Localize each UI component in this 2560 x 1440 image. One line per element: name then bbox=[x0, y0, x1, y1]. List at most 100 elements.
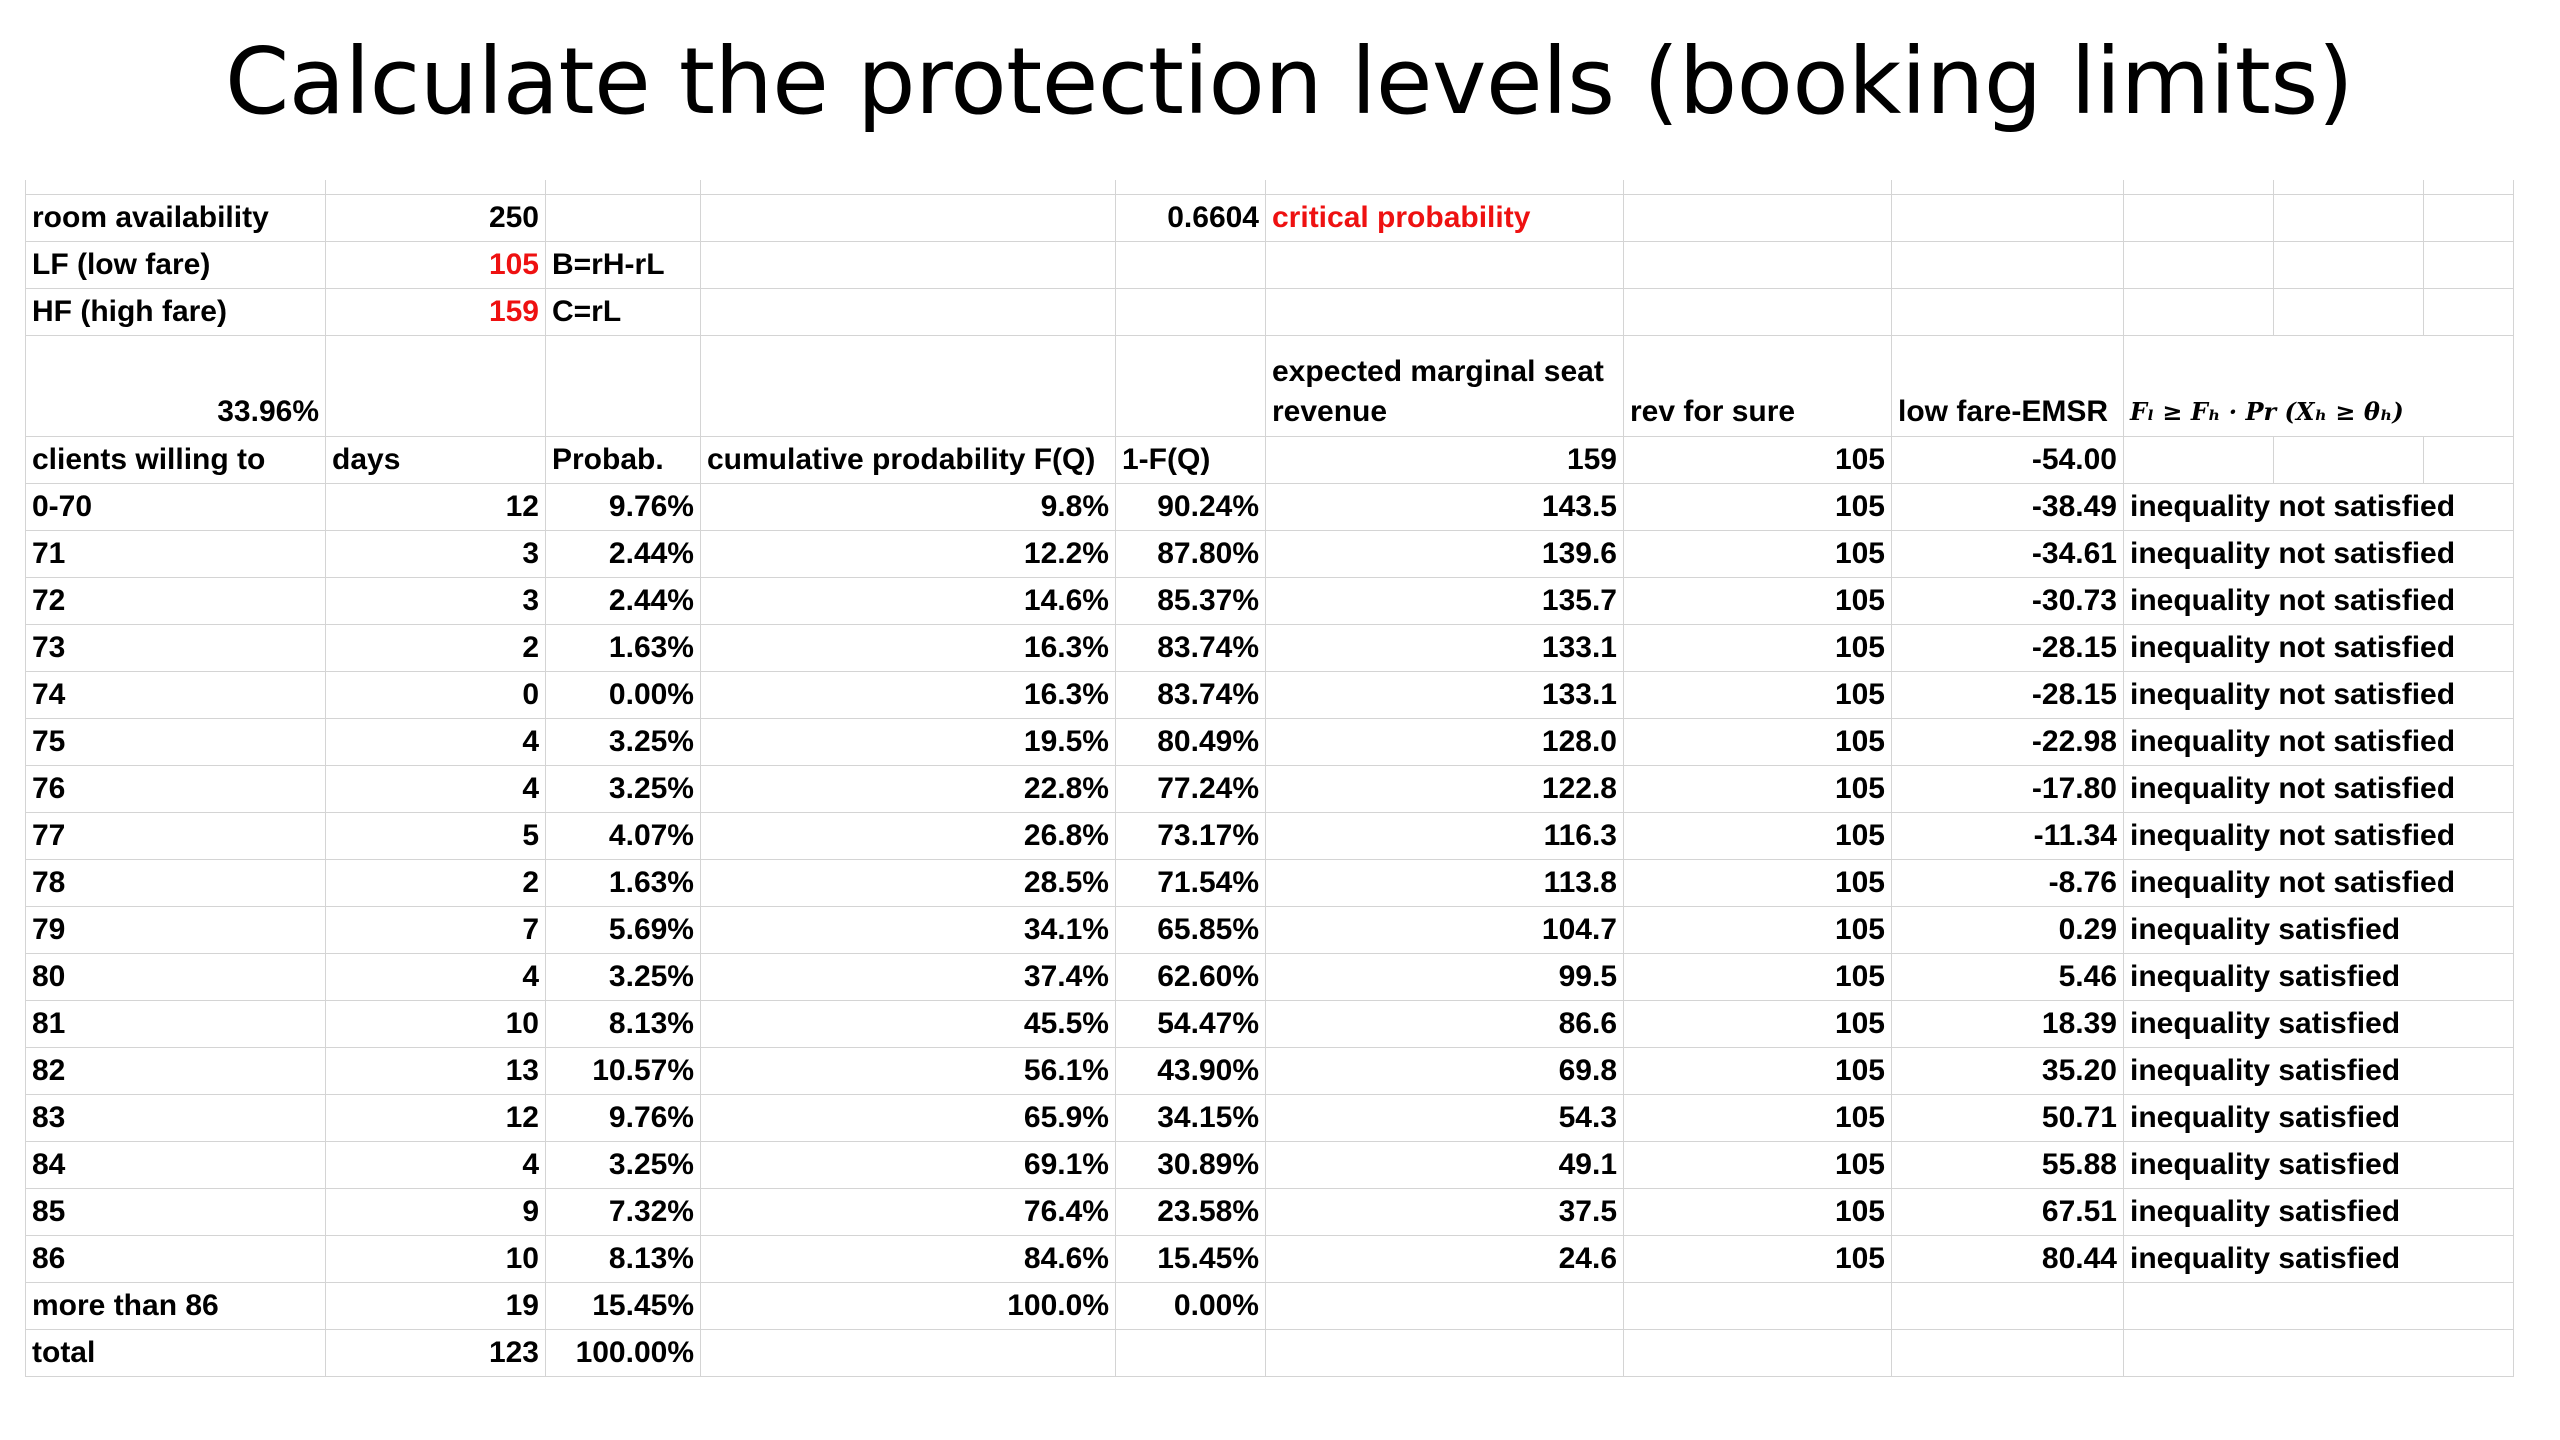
inequality-cell: inequality satisfied bbox=[2123, 906, 2514, 954]
rev-cell: 105 bbox=[1623, 953, 1892, 1001]
probab-cell: 5.69% bbox=[545, 906, 701, 954]
days-cell: 3 bbox=[325, 530, 546, 578]
diff-cell: 35.20 bbox=[1891, 1047, 2124, 1095]
clients-cell: 74 bbox=[25, 671, 326, 719]
one-minus-f-cell: 87.80% bbox=[1115, 530, 1266, 578]
total-row: total 123 100.00% bbox=[25, 1329, 2514, 1377]
table-row: 80 4 3.25% 37.4% 62.60% 99.5 105 5.46 inequality… bbox=[25, 953, 2514, 1001]
cumulative-cell: 56.1% bbox=[700, 1047, 1116, 1095]
probab-cell: 7.32% bbox=[545, 1188, 701, 1236]
slide-title: Calculate the protection levels (booking… bbox=[225, 28, 2354, 135]
header-one-minus-f: 1-F(Q) bbox=[1115, 436, 1266, 484]
rev-cell: 105 bbox=[1623, 483, 1892, 531]
room-availability-label: room availability bbox=[25, 194, 326, 242]
inequality-formula: Fₗ ≥ Fₕ · Pr (Xₕ ≥ θₕ) bbox=[2123, 335, 2514, 437]
diff-cell: -28.15 bbox=[1891, 624, 2124, 672]
probab-cell: 9.76% bbox=[545, 483, 701, 531]
inequality-cell: inequality satisfied bbox=[2123, 953, 2514, 1001]
one-minus-f-cell: 80.49% bbox=[1115, 718, 1266, 766]
emsr-cell: 143.5 bbox=[1265, 483, 1624, 531]
inequality-cell: inequality satisfied bbox=[2123, 1047, 2514, 1095]
cumulative-cell: 45.5% bbox=[700, 1000, 1116, 1048]
emsr-cell: 104.7 bbox=[1265, 906, 1624, 954]
days-cell: 10 bbox=[325, 1235, 546, 1283]
table-row: 83 12 9.76% 65.9% 34.15% 54.3 105 50.71 inequali… bbox=[25, 1094, 2514, 1142]
days-cell: 4 bbox=[325, 953, 546, 1001]
cumulative-cell: 34.1% bbox=[700, 906, 1116, 954]
clients-cell: 84 bbox=[25, 1141, 326, 1189]
diff-cell: 0.29 bbox=[1891, 906, 2124, 954]
one-minus-f-cell: 0.00% bbox=[1115, 1282, 1266, 1330]
probab-cell: 2.44% bbox=[545, 577, 701, 625]
cumulative-cell: 22.8% bbox=[700, 765, 1116, 813]
one-minus-f-cell: 73.17% bbox=[1115, 812, 1266, 860]
inequality-cell: inequality not satisfied bbox=[2123, 718, 2514, 766]
days-cell: 3 bbox=[325, 577, 546, 625]
table-row: 77 5 4.07% 26.8% 73.17% 116.3 105 -11.34 inequal… bbox=[25, 812, 2514, 860]
column-header-row: clients willing to days Probab. cumulati… bbox=[25, 436, 2514, 484]
cumulative-cell: 76.4% bbox=[700, 1188, 1116, 1236]
probab-cell: 8.13% bbox=[545, 1000, 701, 1048]
one-minus-f-cell: 23.58% bbox=[1115, 1188, 1266, 1236]
rev-cell: 105 bbox=[1623, 1047, 1892, 1095]
inequality-cell: inequality satisfied bbox=[2123, 1235, 2514, 1283]
clients-cell: 76 bbox=[25, 765, 326, 813]
cumulative-cell: 16.3% bbox=[700, 624, 1116, 672]
table-row: 76 4 3.25% 22.8% 77.24% 122.8 105 -17.80 inequal… bbox=[25, 765, 2514, 813]
emsr-header-line-1: expected marginal seat bbox=[1272, 355, 1604, 388]
table-row: 78 2 1.63% 28.5% 71.54% 113.8 105 -8.76 inequali… bbox=[25, 859, 2514, 907]
inequality-cell: inequality not satisfied bbox=[2123, 530, 2514, 578]
days-cell: 5 bbox=[325, 812, 546, 860]
days-cell: 4 bbox=[325, 1141, 546, 1189]
high-fare-value: 159 bbox=[325, 288, 546, 336]
days-cell: 7 bbox=[325, 906, 546, 954]
table-row: 75 4 3.25% 19.5% 80.49% 128.0 105 -22.98 inequal… bbox=[25, 718, 2514, 766]
table-row: 84 4 3.25% 69.1% 30.89% 49.1 105 55.88 inequalit… bbox=[25, 1141, 2514, 1189]
clients-cell: 80 bbox=[25, 953, 326, 1001]
emsr-cell: 54.3 bbox=[1265, 1094, 1624, 1142]
spreadsheet: room availability 250 0.6604 critical pr… bbox=[25, 180, 2514, 1377]
days-cell: 12 bbox=[325, 483, 546, 531]
clients-cell: 79 bbox=[25, 906, 326, 954]
rev-cell: 105 bbox=[1623, 906, 1892, 954]
one-minus-f-cell: 54.47% bbox=[1115, 1000, 1266, 1048]
protection-level-table: room availability 250 0.6604 critical pr… bbox=[25, 180, 2514, 1377]
one-minus-f-cell: 62.60% bbox=[1115, 953, 1266, 1001]
rev-cell: 105 bbox=[1623, 718, 1892, 766]
cumulative-cell: 65.9% bbox=[700, 1094, 1116, 1142]
clients-cell: 81 bbox=[25, 1000, 326, 1048]
table-row: 0-70 12 9.76% 9.8% 90.24% 143.5 105 -38.49 inequ… bbox=[25, 483, 2514, 531]
rev-cell: 105 bbox=[1623, 1000, 1892, 1048]
rev-cell: 105 bbox=[1623, 577, 1892, 625]
emsr-cell: 49.1 bbox=[1265, 1141, 1624, 1189]
diff-cell: 80.44 bbox=[1891, 1235, 2124, 1283]
probab-cell: 100.00% bbox=[545, 1329, 701, 1377]
room-availability-value: 250 bbox=[325, 194, 546, 242]
probab-cell: 3.25% bbox=[545, 718, 701, 766]
cumulative-cell: 84.6% bbox=[700, 1235, 1116, 1283]
table-row: 85 9 7.32% 76.4% 23.58% 37.5 105 67.51 inequalit… bbox=[25, 1188, 2514, 1236]
rev-cell: 105 bbox=[1623, 530, 1892, 578]
header-rev-value: 105 bbox=[1623, 436, 1892, 484]
diff-cell: -34.61 bbox=[1891, 530, 2124, 578]
diff-cell: 55.88 bbox=[1891, 1141, 2124, 1189]
one-minus-f-cell: 34.15% bbox=[1115, 1094, 1266, 1142]
probab-cell: 8.13% bbox=[545, 1235, 701, 1283]
cumulative-cell: 19.5% bbox=[700, 718, 1116, 766]
one-minus-f-cell: 90.24% bbox=[1115, 483, 1266, 531]
probab-cell: 1.63% bbox=[545, 624, 701, 672]
inequality-cell: inequality satisfied bbox=[2123, 1000, 2514, 1048]
rev-cell: 105 bbox=[1623, 765, 1892, 813]
cumulative-cell: 28.5% bbox=[700, 859, 1116, 907]
high-fare-formula: C=rL bbox=[545, 288, 701, 336]
probab-cell: 4.07% bbox=[545, 812, 701, 860]
probab-cell: 0.00% bbox=[545, 671, 701, 719]
critical-probability-label: critical probability bbox=[1265, 194, 1624, 242]
percentage-cell: 33.96% bbox=[25, 335, 326, 437]
probab-cell: 15.45% bbox=[545, 1282, 701, 1330]
one-minus-f-cell: 15.45% bbox=[1115, 1235, 1266, 1283]
diff-cell: 5.46 bbox=[1891, 953, 2124, 1001]
cumulative-cell: 12.2% bbox=[700, 530, 1116, 578]
days-cell: 13 bbox=[325, 1047, 546, 1095]
emsr-cell: 113.8 bbox=[1265, 859, 1624, 907]
